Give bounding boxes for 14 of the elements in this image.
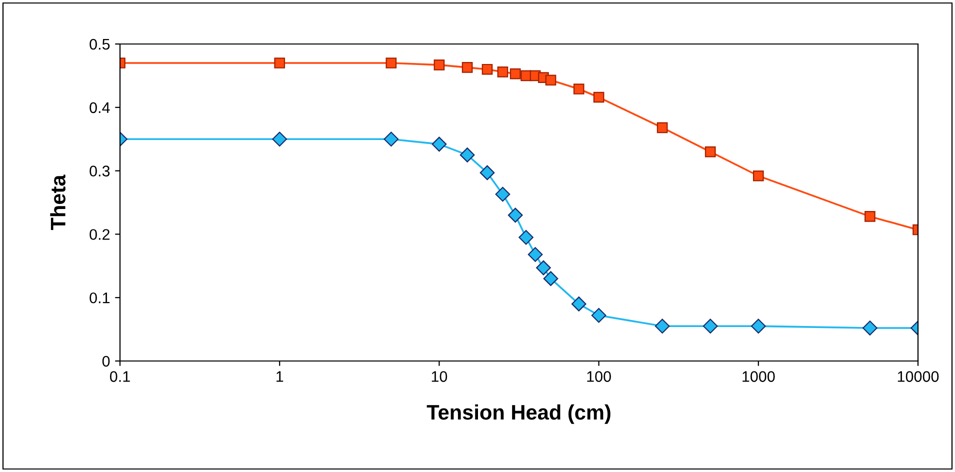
x-tick-label: 0.1 bbox=[110, 371, 130, 382]
y-tick-label: 0.1 bbox=[90, 292, 110, 304]
x-tick-label: 10000 bbox=[898, 371, 939, 382]
y-tick-label: 0.2 bbox=[90, 229, 110, 240]
x-tick-label: 100 bbox=[587, 371, 611, 382]
y-tick-label: 0.4 bbox=[90, 102, 110, 114]
y-axis-title: Theta bbox=[50, 174, 66, 230]
y-tick-label: 0.3 bbox=[90, 166, 110, 176]
x-tick-label: 1 bbox=[276, 371, 284, 382]
y-tick-label: 0.5 bbox=[90, 38, 110, 50]
y-tick-label: 0 bbox=[102, 356, 110, 367]
x-tick-label: 1000 bbox=[742, 371, 775, 382]
x-tick-label: 10 bbox=[432, 371, 448, 382]
x-axis-title: Tension Head (cm) bbox=[426, 404, 610, 424]
